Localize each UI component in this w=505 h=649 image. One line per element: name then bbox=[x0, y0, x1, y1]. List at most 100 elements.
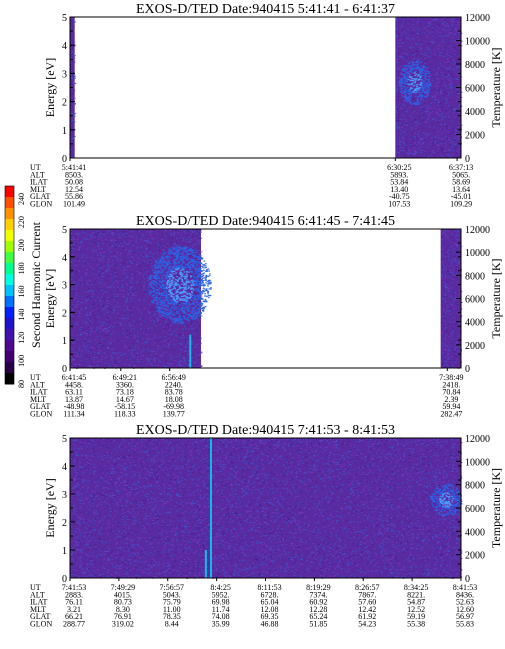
bright-feature bbox=[156, 303, 159, 305]
bright-feature bbox=[406, 77, 409, 80]
bright-feature bbox=[197, 287, 200, 289]
bright-feature bbox=[420, 83, 423, 85]
bright-feature bbox=[203, 260, 206, 262]
bright-feature bbox=[400, 84, 403, 86]
bright-feature bbox=[412, 80, 415, 82]
bright-feature bbox=[406, 75, 408, 77]
bright-feature bbox=[436, 496, 438, 498]
bright-feature bbox=[166, 308, 169, 310]
bright-feature bbox=[166, 257, 168, 259]
bright-feature bbox=[180, 299, 183, 301]
bright-feature bbox=[435, 491, 438, 493]
bright-feature bbox=[450, 484, 453, 486]
bright-feature bbox=[155, 264, 158, 267]
bright-feature bbox=[433, 489, 436, 491]
bright-feature bbox=[404, 94, 406, 96]
bright-feature bbox=[159, 272, 161, 274]
colorbar-tick: 100 bbox=[17, 355, 26, 367]
bright-feature bbox=[435, 503, 438, 505]
bright-feature bbox=[426, 94, 429, 96]
bright-feature bbox=[182, 273, 185, 275]
bright-feature bbox=[437, 492, 440, 494]
bright-feature bbox=[149, 290, 152, 292]
bright-feature bbox=[195, 285, 197, 287]
bright-feature bbox=[173, 302, 176, 305]
bright-feature bbox=[408, 95, 411, 98]
bright-feature bbox=[207, 295, 210, 297]
bright-feature bbox=[430, 496, 432, 498]
bright-feature bbox=[183, 302, 185, 305]
bright-feature bbox=[194, 254, 197, 256]
orbit-value: 55.38 bbox=[407, 620, 425, 629]
bright-feature bbox=[208, 283, 211, 285]
bright-feature bbox=[190, 285, 193, 287]
bright-feature bbox=[195, 272, 198, 274]
bright-feature bbox=[197, 269, 199, 271]
bright-feature bbox=[189, 314, 192, 316]
bright-feature bbox=[159, 304, 162, 306]
bright-feature bbox=[209, 280, 212, 282]
bright-feature bbox=[178, 297, 181, 299]
bright-feature bbox=[182, 311, 184, 313]
bright-feature bbox=[200, 298, 202, 300]
bright-feature bbox=[408, 88, 411, 90]
streak bbox=[204, 550, 207, 578]
bright-feature bbox=[455, 503, 457, 505]
bright-feature bbox=[444, 504, 446, 506]
bright-feature bbox=[193, 313, 195, 315]
bright-feature bbox=[176, 253, 179, 255]
bright-feature bbox=[434, 493, 437, 495]
bright-feature bbox=[423, 81, 426, 83]
bright-feature bbox=[163, 261, 166, 263]
bright-feature bbox=[420, 79, 422, 81]
bright-feature bbox=[432, 498, 435, 500]
bright-feature bbox=[436, 487, 438, 489]
y-tick-label: 0 bbox=[62, 364, 67, 375]
bright-feature bbox=[189, 315, 192, 317]
bright-feature bbox=[160, 265, 163, 267]
bright-feature bbox=[177, 247, 179, 249]
bright-feature bbox=[158, 294, 161, 296]
bright-feature bbox=[195, 312, 197, 314]
bright-feature bbox=[190, 318, 193, 320]
bright-feature bbox=[205, 301, 208, 303]
bright-feature bbox=[155, 278, 158, 280]
bright-feature bbox=[184, 256, 187, 258]
bright-feature bbox=[171, 268, 174, 270]
bright-feature bbox=[196, 315, 199, 317]
bright-feature bbox=[403, 96, 406, 98]
y-tick-label: 2 bbox=[62, 98, 67, 109]
bright-feature bbox=[178, 288, 181, 290]
bright-feature bbox=[425, 85, 428, 87]
bright-feature bbox=[176, 291, 179, 293]
bright-feature bbox=[200, 256, 203, 259]
orbit-row-label: GLAT bbox=[30, 402, 51, 411]
bright-feature bbox=[200, 290, 203, 293]
bright-feature bbox=[192, 311, 195, 313]
orbit-value: 8221. bbox=[407, 590, 425, 599]
orbit-value: 111.34 bbox=[63, 410, 84, 419]
colorbar-frame bbox=[4, 185, 15, 385]
bright-feature bbox=[181, 279, 184, 281]
bright-feature bbox=[437, 489, 440, 491]
orbit-value: 12.42 bbox=[358, 605, 376, 614]
bright-feature bbox=[173, 281, 176, 283]
bright-feature bbox=[422, 95, 424, 97]
bright-feature bbox=[411, 83, 413, 86]
bright-feature bbox=[451, 499, 454, 501]
bright-feature bbox=[421, 94, 424, 96]
bright-feature bbox=[189, 266, 191, 268]
bright-feature bbox=[195, 277, 198, 279]
bright-feature bbox=[444, 492, 447, 494]
bright-feature bbox=[176, 300, 179, 302]
streak bbox=[209, 438, 212, 578]
orbit-value: 7374. bbox=[309, 590, 327, 599]
bright-feature bbox=[173, 304, 176, 306]
bright-feature bbox=[203, 277, 206, 279]
bright-feature bbox=[199, 269, 201, 271]
bright-feature bbox=[195, 260, 198, 262]
bright-feature bbox=[450, 496, 453, 498]
bright-feature bbox=[458, 506, 461, 508]
bright-feature bbox=[168, 288, 171, 290]
bright-feature bbox=[435, 506, 438, 508]
